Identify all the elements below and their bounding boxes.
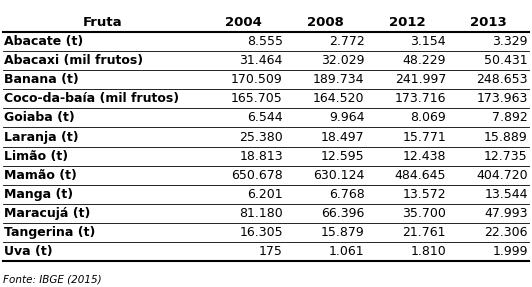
Text: 7.892: 7.892: [492, 111, 528, 125]
Text: 404.720: 404.720: [476, 169, 528, 182]
Text: 165.705: 165.705: [231, 92, 283, 105]
Text: 15.879: 15.879: [321, 226, 364, 239]
Text: 173.963: 173.963: [476, 92, 528, 105]
Text: Banana (t): Banana (t): [4, 73, 79, 86]
Text: Abacaxi (mil frutos): Abacaxi (mil frutos): [4, 54, 144, 67]
Text: 2008: 2008: [307, 16, 344, 29]
Text: 32.029: 32.029: [321, 54, 364, 67]
Text: 8.555: 8.555: [247, 35, 283, 48]
Text: Fonte: IBGE (2015): Fonte: IBGE (2015): [3, 274, 101, 284]
Text: Laranja (t): Laranja (t): [4, 131, 79, 144]
Text: 9.964: 9.964: [329, 111, 364, 125]
Text: 2004: 2004: [225, 16, 262, 29]
Text: 47.993: 47.993: [484, 207, 528, 220]
Text: 18.497: 18.497: [321, 131, 364, 144]
Text: 8.069: 8.069: [410, 111, 446, 125]
Text: 15.771: 15.771: [402, 131, 446, 144]
Text: Manga (t): Manga (t): [4, 188, 73, 201]
Text: Tangerina (t): Tangerina (t): [4, 226, 96, 239]
Text: 2013: 2013: [470, 16, 507, 29]
Text: 630.124: 630.124: [313, 169, 364, 182]
Text: 650.678: 650.678: [231, 169, 283, 182]
Text: Uva (t): Uva (t): [4, 245, 53, 258]
Text: 15.889: 15.889: [484, 131, 528, 144]
Text: 248.653: 248.653: [476, 73, 528, 86]
Text: 13.572: 13.572: [403, 188, 446, 201]
Text: 1.999: 1.999: [492, 245, 528, 258]
Text: 12.595: 12.595: [321, 150, 364, 163]
Text: 18.813: 18.813: [239, 150, 283, 163]
Text: 66.396: 66.396: [321, 207, 364, 220]
Text: 2012: 2012: [388, 16, 425, 29]
Text: 170.509: 170.509: [231, 73, 283, 86]
Text: Mamão (t): Mamão (t): [4, 169, 77, 182]
Text: 16.305: 16.305: [239, 226, 283, 239]
Text: Maracujá (t): Maracujá (t): [4, 207, 90, 220]
Text: 173.716: 173.716: [395, 92, 446, 105]
Text: 35.700: 35.700: [402, 207, 446, 220]
Text: 189.734: 189.734: [313, 73, 364, 86]
Text: Goiaba (t): Goiaba (t): [4, 111, 75, 125]
Text: 50.431: 50.431: [484, 54, 528, 67]
Text: 3.154: 3.154: [411, 35, 446, 48]
Text: 6.544: 6.544: [247, 111, 283, 125]
Text: 175: 175: [259, 245, 283, 258]
Text: 48.229: 48.229: [403, 54, 446, 67]
Text: 164.520: 164.520: [313, 92, 364, 105]
Text: 22.306: 22.306: [484, 226, 528, 239]
Text: 484.645: 484.645: [395, 169, 446, 182]
Text: 12.438: 12.438: [403, 150, 446, 163]
Text: 6.768: 6.768: [329, 188, 364, 201]
Text: 6.201: 6.201: [247, 188, 283, 201]
Text: 3.329: 3.329: [492, 35, 528, 48]
Text: 2.772: 2.772: [329, 35, 364, 48]
Text: Fruta: Fruta: [83, 16, 122, 29]
Text: 1.061: 1.061: [329, 245, 364, 258]
Text: Abacate (t): Abacate (t): [4, 35, 84, 48]
Text: 81.180: 81.180: [239, 207, 283, 220]
Text: 13.544: 13.544: [484, 188, 528, 201]
Text: Coco-da-baía (mil frutos): Coco-da-baía (mil frutos): [4, 92, 179, 105]
Text: 21.761: 21.761: [403, 226, 446, 239]
Text: 31.464: 31.464: [239, 54, 283, 67]
Text: 25.380: 25.380: [239, 131, 283, 144]
Text: 241.997: 241.997: [395, 73, 446, 86]
Text: 1.810: 1.810: [410, 245, 446, 258]
Text: 12.735: 12.735: [484, 150, 528, 163]
Text: Limão (t): Limão (t): [4, 150, 69, 163]
